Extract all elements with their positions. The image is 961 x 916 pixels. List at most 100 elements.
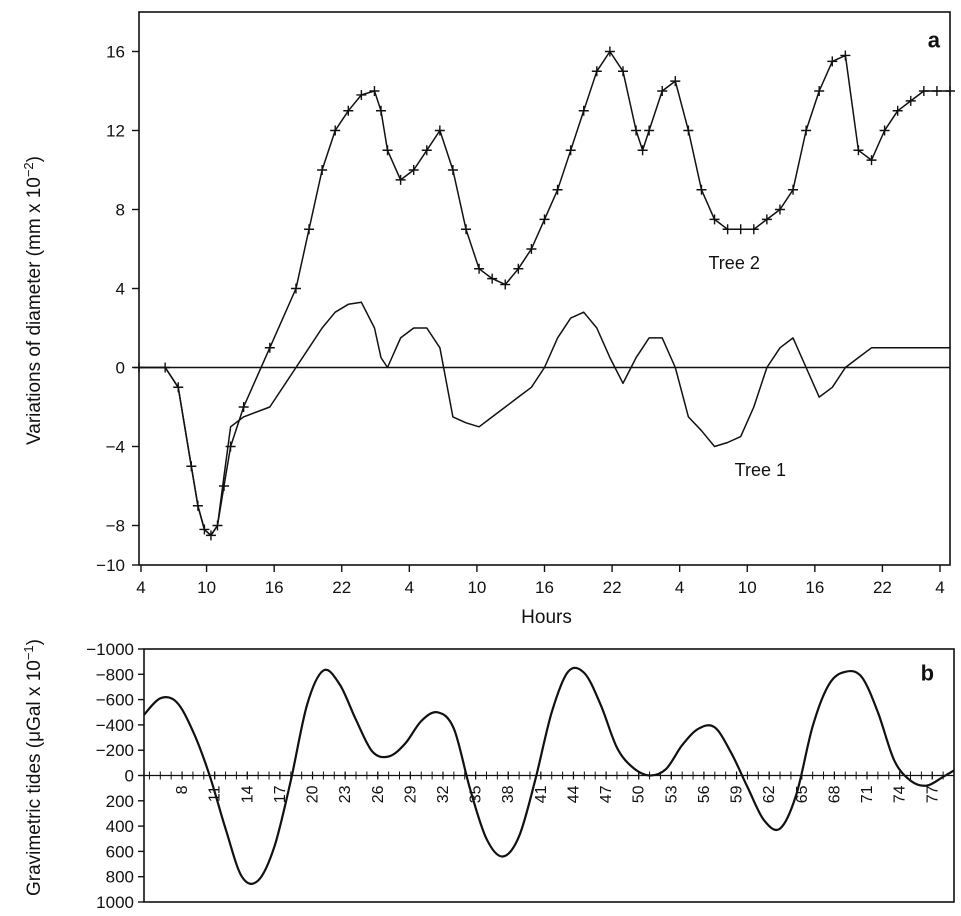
data-point-tree-2 xyxy=(513,263,524,274)
data-point-tree-2 xyxy=(853,145,864,156)
data-point-tree-2 xyxy=(330,125,341,136)
y-tick-label: 4 xyxy=(116,280,125,299)
x-tick-label: 4 xyxy=(136,578,145,597)
data-point-tree-2 xyxy=(447,165,458,175)
y-tick-label: 16 xyxy=(106,43,125,62)
x-tick-label: 22 xyxy=(603,578,622,597)
y-tick-label: 8 xyxy=(116,201,125,220)
data-point-tree-2 xyxy=(565,145,576,156)
data-point-tree-2 xyxy=(696,184,707,195)
data-point-tree-2 xyxy=(788,184,799,195)
x-tick-label: 16 xyxy=(805,578,824,597)
data-point-tree-2 xyxy=(840,50,851,61)
x-tick-label: 74 xyxy=(892,785,909,803)
y-tick-label: 0 xyxy=(125,767,134,786)
x-tick-label: 59 xyxy=(729,785,746,803)
x-tick-label: 71 xyxy=(859,785,876,803)
y-tick-label: 12 xyxy=(106,122,125,141)
y-tick-label: −800 xyxy=(96,665,134,684)
y-axis-label: Gravimetric tides (μGal x 10−1) xyxy=(21,639,45,896)
y-tick-label: −10 xyxy=(96,556,125,575)
data-point-tree-2 xyxy=(375,105,386,116)
data-point-tree-2 xyxy=(461,224,472,235)
y-tick-label: 200 xyxy=(106,792,134,811)
x-tick-label: 8 xyxy=(174,785,191,794)
data-point-tree-2 xyxy=(918,86,929,96)
x-tick-label: 47 xyxy=(598,785,615,803)
data-point-tree-2 xyxy=(866,155,877,166)
data-point-tree-2 xyxy=(304,224,315,235)
data-point-tree-2 xyxy=(801,125,812,136)
y-tick-label: −400 xyxy=(96,716,134,735)
data-point-tree-2 xyxy=(670,76,681,87)
x-tick-label: 77 xyxy=(924,785,941,803)
data-point-tree-2 xyxy=(356,89,367,100)
data-point-tree-2 xyxy=(264,342,275,353)
y-tick-label: 1000 xyxy=(96,893,134,912)
data-point-tree-2 xyxy=(219,481,230,491)
data-point-tree-2 xyxy=(748,224,759,235)
y-tick-label: −600 xyxy=(96,691,134,710)
data-point-tree-2 xyxy=(709,214,720,225)
data-point-tree-2 xyxy=(487,273,498,284)
x-tick-label: 17 xyxy=(272,785,289,803)
data-point-tree-2 xyxy=(604,46,615,57)
data-point-tree-2 xyxy=(892,105,903,116)
x-tick-label: 56 xyxy=(696,785,713,803)
data-point-tree-2 xyxy=(905,95,916,106)
x-tick-label: 41 xyxy=(533,785,550,803)
data-point-tree-2 xyxy=(827,56,838,67)
x-tick-label: 22 xyxy=(332,578,351,597)
data-point-tree-2 xyxy=(735,224,746,235)
y-tick-label: −4 xyxy=(106,438,125,457)
x-tick-label: 4 xyxy=(405,578,414,597)
y-tick-label: −200 xyxy=(96,741,134,760)
x-tick-label: 38 xyxy=(500,785,517,803)
x-tick-label: 22 xyxy=(873,578,892,597)
panel-a: −10 −8 −4 0 4 8 12 16 4 10 16 22 4 10 16 22 4 10 16 22 4 Hour… xyxy=(21,11,955,628)
panel-label-a: a xyxy=(928,28,941,53)
x-tick-label: 50 xyxy=(631,785,648,803)
data-point-tree-2 xyxy=(317,165,328,175)
x-tick-label: 29 xyxy=(402,785,419,803)
x-tick-label: 53 xyxy=(663,785,680,803)
x-axis-label: Hours xyxy=(521,607,572,628)
data-point-tree-2 xyxy=(774,204,785,215)
data-point-tree-2 xyxy=(395,174,406,185)
data-point-tree-2 xyxy=(722,224,733,235)
x-tick-label: 14 xyxy=(239,785,256,803)
data-point-tree-2 xyxy=(761,214,772,225)
y-tick-label: 600 xyxy=(106,842,134,861)
data-point-tree-2 xyxy=(617,66,628,77)
y-tick-label: 400 xyxy=(106,817,134,836)
x-tick-label: 4 xyxy=(935,578,944,597)
data-point-tree-2 xyxy=(382,145,393,156)
data-point-tree-2 xyxy=(814,86,825,96)
x-tick-label: 16 xyxy=(265,578,284,597)
data-point-tree-2 xyxy=(578,105,589,116)
x-tick-label: 62 xyxy=(761,785,778,803)
y-tick-label: −1000 xyxy=(86,640,134,659)
data-point-tree-2 xyxy=(290,283,301,294)
data-point-tree-2 xyxy=(539,214,550,225)
data-point-tree-2 xyxy=(474,263,485,274)
x-tick-label: 68 xyxy=(826,785,843,803)
panel-b: −1000 −800 −600 −400 −200 0 200 400 600 800 1000 8 1… xyxy=(21,639,955,912)
data-point-tree-2 xyxy=(343,105,354,116)
data-point-tree-2 xyxy=(526,244,537,254)
data-point-tree-2 xyxy=(683,125,694,136)
x-tick-label: 20 xyxy=(305,785,322,803)
y-tick-label: 800 xyxy=(106,868,134,887)
series-line-tree-1 xyxy=(139,301,950,537)
data-point-tree-2 xyxy=(657,86,668,96)
y-tick-label: 0 xyxy=(116,359,125,378)
x-tick-label: 10 xyxy=(197,578,216,597)
series-annotation: Tree 2 xyxy=(708,253,759,273)
y-tick-label: −8 xyxy=(106,517,125,536)
data-point-tree-2 xyxy=(369,86,380,96)
data-point-tree-2 xyxy=(421,145,432,156)
data-point-tree-2 xyxy=(552,184,563,195)
panel-label-b: b xyxy=(921,660,934,685)
data-point-tree-2 xyxy=(238,402,249,412)
